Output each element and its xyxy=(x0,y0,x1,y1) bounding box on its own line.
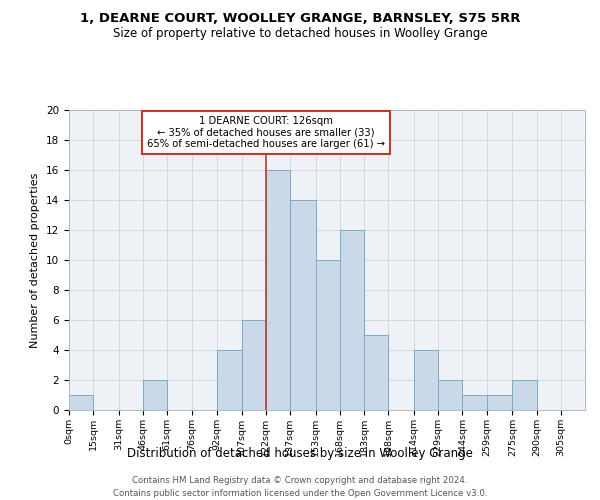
Text: 1 DEARNE COURT: 126sqm
← 35% of detached houses are smaller (33)
65% of semi-det: 1 DEARNE COURT: 126sqm ← 35% of detached… xyxy=(147,116,385,149)
Bar xyxy=(512,380,536,410)
Bar xyxy=(463,395,487,410)
Bar xyxy=(340,230,364,410)
Bar xyxy=(414,350,438,410)
Bar xyxy=(69,395,93,410)
Text: Distribution of detached houses by size in Woolley Grange: Distribution of detached houses by size … xyxy=(127,448,473,460)
Bar xyxy=(217,350,242,410)
Text: Contains public sector information licensed under the Open Government Licence v3: Contains public sector information licen… xyxy=(113,489,487,498)
Text: 1, DEARNE COURT, WOOLLEY GRANGE, BARNSLEY, S75 5RR: 1, DEARNE COURT, WOOLLEY GRANGE, BARNSLE… xyxy=(80,12,520,26)
Bar xyxy=(290,200,316,410)
Bar xyxy=(487,395,512,410)
Y-axis label: Number of detached properties: Number of detached properties xyxy=(31,172,40,348)
Bar xyxy=(438,380,463,410)
Bar xyxy=(316,260,340,410)
Bar xyxy=(364,335,388,410)
Bar xyxy=(242,320,266,410)
Text: Size of property relative to detached houses in Woolley Grange: Size of property relative to detached ho… xyxy=(113,28,487,40)
Text: Contains HM Land Registry data © Crown copyright and database right 2024.: Contains HM Land Registry data © Crown c… xyxy=(132,476,468,485)
Bar xyxy=(143,380,167,410)
Bar xyxy=(266,170,290,410)
